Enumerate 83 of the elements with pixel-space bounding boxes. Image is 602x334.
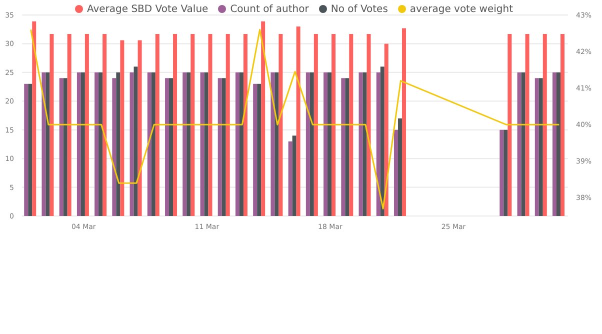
bar [226, 34, 230, 216]
bar [270, 72, 275, 216]
bar [402, 28, 406, 216]
bar [59, 78, 64, 216]
bar [182, 72, 187, 216]
bar [366, 34, 371, 216]
bar [345, 78, 350, 216]
bar [222, 78, 226, 216]
bar [310, 72, 314, 216]
bar [292, 136, 296, 216]
bar [261, 21, 266, 216]
line-series [30, 28, 560, 210]
bar [151, 72, 156, 216]
bar [380, 66, 384, 216]
bar [112, 78, 116, 216]
bar [257, 84, 262, 216]
bar [116, 72, 120, 216]
bar [138, 40, 142, 216]
bar [296, 26, 300, 216]
bar [76, 72, 81, 216]
bar [332, 34, 336, 216]
legend-label: No of Votes [330, 4, 388, 15]
legend-label: average vote weight [410, 4, 514, 15]
bar [169, 78, 174, 216]
bar [288, 141, 292, 216]
bar [208, 34, 212, 216]
bar [94, 72, 99, 216]
bar [552, 72, 556, 216]
bar [165, 78, 170, 216]
bar [384, 44, 388, 216]
bar [134, 66, 138, 216]
bar [218, 78, 222, 216]
bar [84, 34, 89, 216]
bar [46, 72, 50, 216]
bar [98, 72, 103, 216]
bar [200, 72, 204, 216]
bar [376, 72, 380, 216]
bar [63, 78, 68, 216]
bar [394, 130, 398, 216]
bar [398, 118, 402, 216]
bar [50, 34, 54, 216]
bar [362, 72, 367, 216]
bar [32, 21, 36, 216]
bar [120, 40, 124, 216]
bar [67, 34, 72, 216]
bar [341, 78, 346, 216]
bar [190, 34, 195, 216]
legend-label: Average SBD Vote Value [86, 4, 208, 15]
bar [560, 34, 564, 216]
bar [538, 78, 543, 216]
bar [243, 34, 248, 216]
bar [358, 72, 363, 216]
bar [24, 84, 28, 216]
bar [155, 34, 160, 216]
bar [314, 34, 318, 216]
bar [80, 72, 85, 216]
bar [239, 72, 244, 216]
legend-label: Count of author [230, 4, 309, 15]
bar [28, 84, 32, 216]
bar [517, 72, 522, 216]
bar [42, 72, 46, 216]
bar [324, 72, 328, 216]
bar [235, 72, 240, 216]
bar [173, 34, 178, 216]
bar [508, 34, 512, 216]
bar [102, 34, 107, 216]
bar [147, 72, 152, 216]
bar [525, 34, 530, 216]
bar [556, 72, 560, 216]
bar [306, 72, 310, 216]
bar [274, 72, 279, 216]
bar [253, 84, 258, 216]
bar [521, 72, 526, 216]
bar [349, 34, 354, 216]
bar [542, 34, 547, 216]
bar [328, 72, 332, 216]
bar [504, 130, 508, 216]
bar [204, 72, 208, 216]
bar [278, 34, 283, 216]
bar [186, 72, 191, 216]
bar [130, 72, 134, 216]
bar [500, 130, 504, 216]
bar [534, 78, 539, 216]
